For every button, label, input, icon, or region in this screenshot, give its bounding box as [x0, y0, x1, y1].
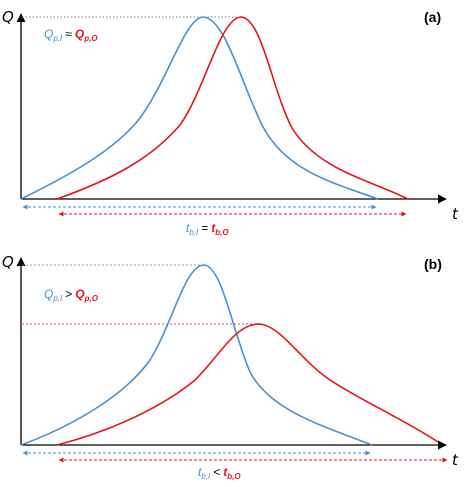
- panel-a-tag: (a): [424, 9, 441, 25]
- panel-a: Q (a) t Qp,I ≈ Qp,O tb,I = tb,O: [2, 8, 459, 237]
- panel-a-base-relation: tb,I = tb,O: [186, 221, 229, 237]
- panel-a-base-operator: =: [201, 221, 208, 235]
- panel-b-inflow-peak-subscript: p,I: [52, 294, 63, 303]
- panel-b-inflow-peak-symbol: Q: [44, 287, 53, 301]
- panel-a-inflow-peak-symbol: Q: [44, 27, 53, 41]
- panel-b-outflow-base-subscript: b,O: [227, 472, 241, 481]
- panel-a-peak-relation: Qp,I ≈ Qp,O: [44, 27, 98, 43]
- panel-a-y-axis-label: Q: [2, 8, 14, 26]
- panel-b-inflow-base-subscript: b,I: [201, 472, 211, 481]
- panel-b-base-relation: tb,I < tb,O: [198, 465, 241, 481]
- panel-a-outflow-hydrograph: [56, 16, 409, 200]
- panel-a-inflow-peak-subscript: p,I: [52, 34, 63, 43]
- panel-b: Q (b) t Qp,I > Qp,O tb,I < tb,O: [2, 253, 459, 481]
- panel-a-outflow-base-symbol: t: [211, 221, 216, 235]
- panel-b-peak-relation: Qp,I > Qp,O: [44, 287, 99, 303]
- panel-b-base-operator: <: [213, 465, 220, 479]
- panel-a-outflow-peak-subscript: p,O: [83, 34, 98, 43]
- panel-a-inflow-hydrograph: [20, 16, 379, 200]
- panel-b-inflow-base-symbol: t: [198, 465, 202, 479]
- panel-b-outflow-peak-subscript: p,O: [84, 294, 99, 303]
- panel-a-inflow-base-symbol: t: [186, 221, 190, 235]
- panel-a-outflow-peak-symbol: Q: [75, 27, 85, 41]
- panel-b-outflow-base-symbol: t: [223, 465, 228, 479]
- panel-a-inflow-base-subscript: b,I: [189, 228, 199, 237]
- panel-a-x-axis-label: t: [452, 205, 459, 223]
- panel-b-x-axis-label: t: [452, 451, 459, 469]
- panel-b-tag: (b): [424, 256, 442, 272]
- panel-a-outflow-base-subscript: b,O: [215, 228, 229, 237]
- panel-b-peak-operator: >: [65, 287, 72, 301]
- panel-b-y-axis-label: Q: [2, 253, 14, 271]
- panel-a-peak-operator: ≈: [65, 27, 72, 41]
- panel-b-outflow-hydrograph: [56, 323, 439, 446]
- panel-b-inflow-hydrograph: [20, 264, 373, 446]
- panel-b-outflow-peak-symbol: Q: [75, 287, 85, 301]
